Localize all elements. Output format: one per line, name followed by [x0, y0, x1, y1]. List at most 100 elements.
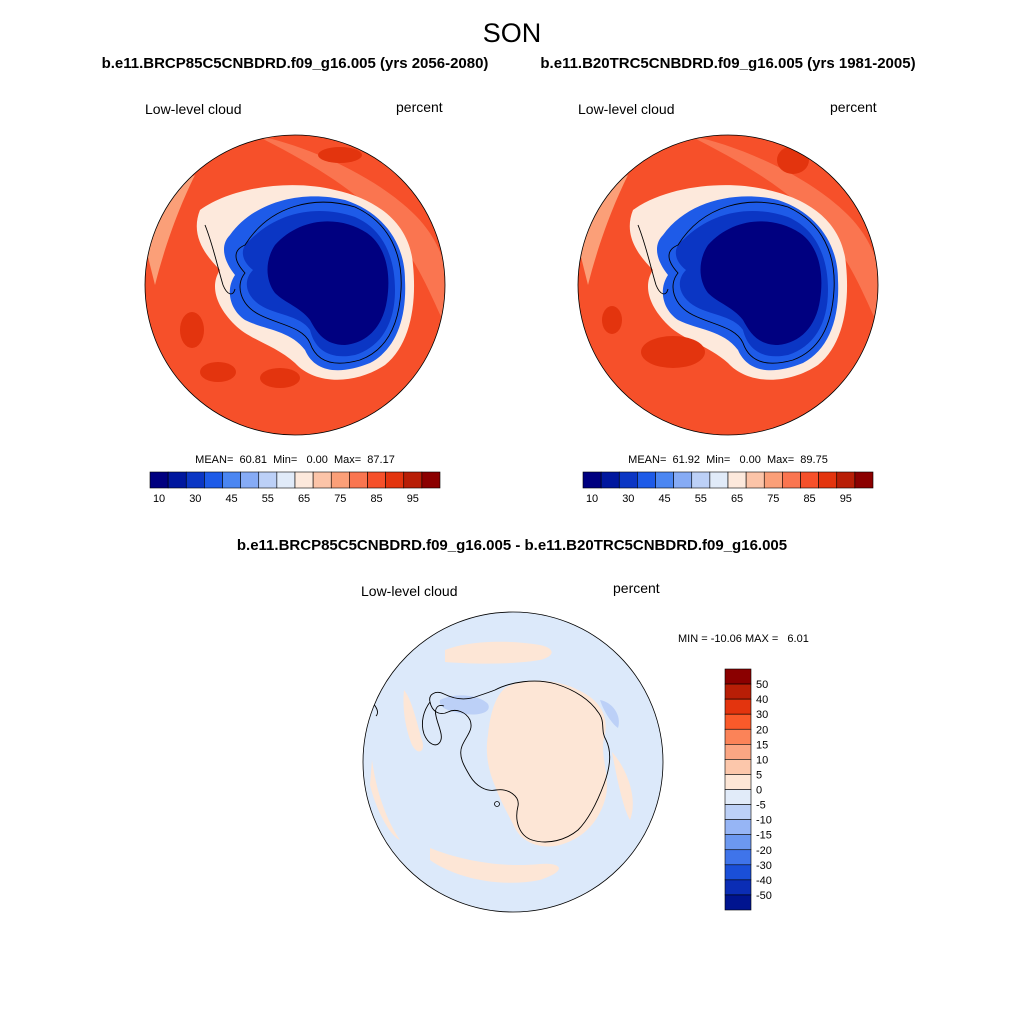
antarctica-coastline — [429, 680, 611, 843]
colorbar-tick-label: -15 — [756, 830, 772, 842]
panel-historical: Low-level cloud percent MEAN= 61.92 Min=… — [577, 99, 879, 505]
panel-diff-title: b.e11.BRCP85C5CNBDRD.f09_g16.005 - b.e11… — [237, 537, 787, 554]
colorbar-swatch — [582, 471, 602, 489]
colorbar-swatch — [655, 471, 674, 489]
colorbar-historical: 10 30 45 55 65 75 85 95 — [582, 471, 874, 505]
colorbar-swatch — [240, 471, 260, 489]
colorbar-swatch — [637, 471, 656, 489]
antarctic-peninsula-coastline — [204, 224, 236, 295]
colorbar-swatch — [836, 471, 856, 489]
diff-negative-region — [600, 700, 619, 728]
colorbar-swatch — [818, 471, 838, 489]
antarctica-coastline — [668, 201, 835, 364]
colorbar-tick-label: 65 — [731, 493, 743, 505]
colorbar-swatch — [222, 471, 241, 489]
polar-map-historical — [578, 135, 878, 435]
colorbar-tick-label: -40 — [756, 875, 772, 887]
colorbar-tick-label: 0 — [756, 785, 762, 797]
cloud-max-region — [200, 362, 236, 382]
colorbar-swatch — [403, 471, 423, 489]
polar-map-future — [145, 135, 445, 435]
antarctic-peninsula-coastline — [637, 224, 669, 295]
colorbar-swatch — [854, 471, 874, 489]
colorbar-tick-label: 5 — [756, 769, 762, 781]
colorbar-tick-label: -30 — [756, 860, 772, 872]
colorbar-swatch — [349, 471, 368, 489]
colorbar-swatch — [258, 471, 278, 489]
colorbar-swatch — [724, 683, 752, 700]
cloud-max-region — [641, 336, 705, 368]
colorbar-swatch — [709, 471, 729, 489]
colorbar-swatch — [724, 849, 752, 866]
units-label-difference: percent — [613, 580, 660, 596]
colorbar-swatch — [691, 471, 711, 489]
antarctica-coastline — [235, 201, 402, 364]
colorbar-swatch — [312, 471, 332, 489]
units-label-historical: percent — [830, 99, 877, 115]
colorbar-swatch — [763, 471, 783, 489]
colorbar-tick-label: 75 — [334, 493, 346, 505]
colorbar-tick-label: 95 — [407, 493, 419, 505]
cloud-max-region — [318, 147, 362, 163]
colorbar-tick-label: 15 — [756, 739, 768, 751]
cloud-max-region — [180, 312, 204, 348]
colorbar-swatch — [724, 713, 752, 730]
diff-negative-region — [439, 695, 489, 715]
diff-positive-region — [430, 848, 559, 883]
colorbar-swatch — [330, 471, 350, 489]
colorbar-tick-label: 85 — [370, 493, 382, 505]
variable-label-historical: Low-level cloud — [578, 101, 675, 117]
colorbar-swatch — [276, 471, 296, 489]
continent-minimum-cloud — [267, 221, 389, 345]
colorbar-tick-label: -50 — [756, 890, 772, 902]
figure-title: SON — [483, 18, 542, 48]
colorbar-swatch — [724, 744, 752, 760]
colorbar-tick-label: 30 — [756, 709, 768, 721]
diff-positive-region — [612, 752, 633, 820]
ocean-lower-cloud-band — [578, 175, 628, 285]
colorbar-tick-label: 30 — [622, 493, 634, 505]
colorbar-swatch — [673, 471, 693, 489]
colorbar-swatch — [149, 471, 169, 489]
cloud-max-region — [602, 306, 622, 334]
stats-historical: MEAN= 61.92 Min= 0.00 Max= 89.75 — [628, 454, 828, 466]
diff-positive-region — [445, 641, 552, 664]
colorbar-swatch — [724, 698, 752, 715]
stats-future: MEAN= 60.81 Min= 0.00 Max= 87.17 — [195, 454, 395, 466]
colorbar-swatch — [782, 471, 801, 489]
colorbar-swatch — [421, 471, 441, 489]
low-cloud-field-historical — [578, 135, 878, 435]
colorbar-tick-label: 45 — [225, 493, 237, 505]
colorbar-swatch — [724, 774, 752, 790]
colorbar-tick-label: 65 — [298, 493, 310, 505]
colorbar-tick-label: 10 — [756, 754, 768, 766]
ocean-lower-cloud-band — [145, 175, 195, 285]
map-border — [362, 611, 664, 913]
island-outline — [494, 801, 500, 807]
variable-label-difference: Low-level cloud — [361, 583, 458, 599]
colorbar-swatch — [745, 471, 765, 489]
units-label-future: percent — [396, 99, 443, 115]
colorbar-swatch — [600, 471, 620, 489]
colorbar-tick-label: -20 — [756, 845, 772, 857]
panel-left-title: b.e11.BRCP85C5CNBDRD.f09_g16.005 (yrs 20… — [102, 55, 489, 72]
ocean-lower-cloud-band — [255, 135, 445, 325]
stats-difference: MIN = -10.06 MAX = 6.01 — [678, 633, 809, 645]
colorbar-swatch — [385, 471, 405, 489]
low-cloud-field-future — [145, 135, 445, 435]
colorbar-tick-label: 85 — [803, 493, 815, 505]
colorbar-tick-label: 50 — [756, 679, 768, 691]
colorbar-swatch — [724, 668, 752, 685]
colorbar-swatch — [800, 471, 819, 489]
panel-future: Low-level cloud percent MEAN= 60.81 Min=… — [144, 99, 446, 505]
ocean-lower-cloud-band — [688, 135, 878, 325]
cloud-max-region — [260, 368, 300, 388]
colorbar-swatch — [724, 804, 752, 820]
diff-positive-region — [403, 690, 424, 752]
continent-minimum-cloud — [700, 221, 822, 345]
colorbar-swatch — [724, 728, 752, 745]
panel-right-title: b.e11.B20TRC5CNBDRD.f09_g16.005 (yrs 198… — [540, 55, 915, 72]
antarctic-peninsula-coastline — [421, 701, 445, 746]
